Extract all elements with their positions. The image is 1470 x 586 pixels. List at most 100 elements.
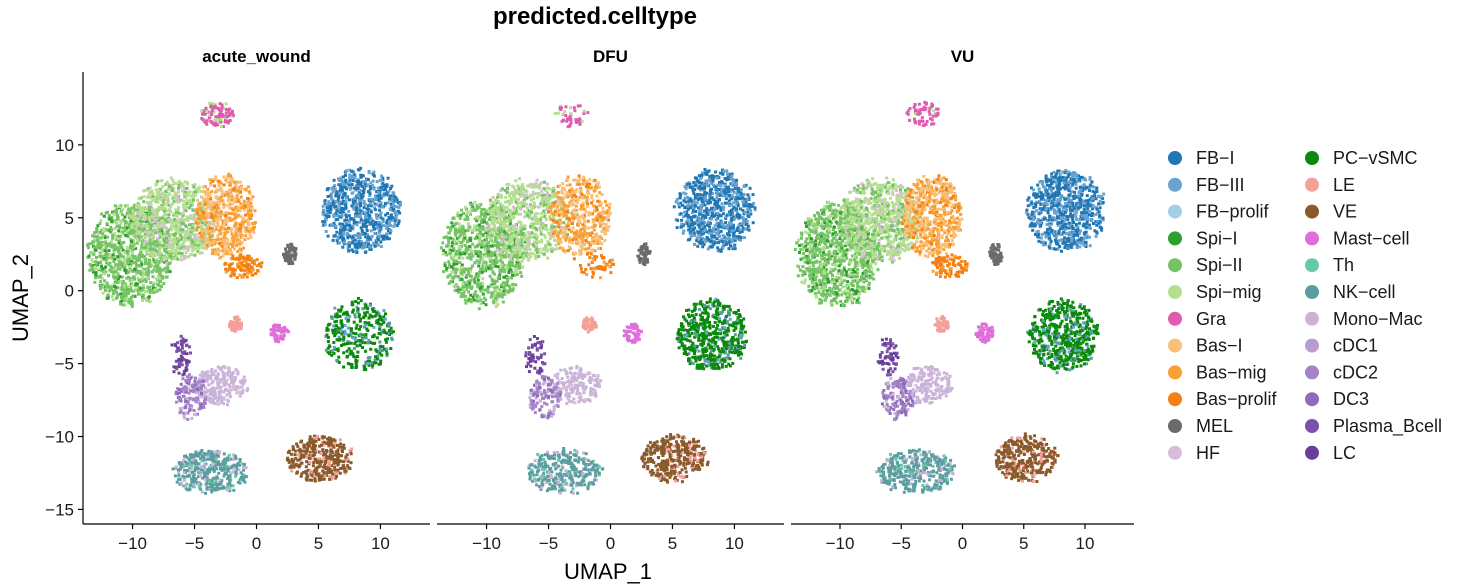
data-point (132, 222, 136, 226)
data-point (347, 184, 351, 188)
data-point (213, 106, 217, 110)
data-point (364, 235, 368, 239)
data-point (230, 202, 234, 206)
data-point (188, 453, 192, 457)
data-point (203, 223, 207, 227)
data-point (140, 225, 144, 228)
data-point (368, 192, 372, 196)
data-point (329, 450, 333, 454)
data-point (214, 456, 218, 460)
data-point (385, 235, 389, 239)
data-point (126, 256, 130, 259)
facet-title: DFU (593, 47, 628, 66)
data-point (177, 470, 181, 474)
data-point (118, 234, 122, 238)
data-point (226, 193, 230, 197)
data-point (209, 389, 213, 393)
data-point (176, 341, 180, 345)
data-point (145, 298, 149, 302)
data-point (377, 220, 381, 224)
data-point (302, 443, 306, 447)
data-point (164, 261, 168, 265)
data-point (332, 475, 336, 479)
data-point (333, 306, 337, 310)
data-point (197, 202, 201, 206)
data-point (192, 193, 195, 197)
data-point (328, 352, 332, 356)
data-point (224, 118, 227, 122)
data-point (221, 373, 225, 377)
data-point (158, 266, 162, 270)
data-point (150, 189, 154, 193)
data-point (230, 272, 234, 276)
data-point (203, 112, 207, 116)
data-point (323, 435, 326, 439)
data-point (359, 317, 363, 321)
data-point (227, 172, 231, 176)
data-point (372, 187, 376, 191)
data-point (349, 330, 353, 334)
data-point (350, 327, 353, 331)
data-point (215, 467, 219, 471)
data-point (226, 247, 230, 251)
data-point (224, 111, 228, 115)
data-point (364, 314, 368, 317)
data-point (190, 244, 194, 248)
data-point (242, 478, 245, 482)
data-point (341, 450, 344, 454)
data-point (353, 207, 356, 211)
data-point (350, 447, 354, 451)
data-point (207, 480, 211, 484)
data-point (136, 256, 140, 260)
data-point (105, 222, 109, 226)
data-point (375, 357, 379, 361)
data-point (255, 258, 259, 262)
data-point (142, 220, 146, 224)
data-point (225, 230, 229, 234)
data-point (388, 221, 392, 224)
data-point (96, 240, 100, 244)
data-point (238, 273, 242, 277)
data-point (277, 329, 281, 333)
data-point (192, 473, 196, 477)
data-point (278, 323, 281, 327)
data-point (171, 467, 175, 471)
data-point (356, 355, 360, 358)
data-point (335, 238, 339, 242)
data-point (372, 170, 376, 174)
data-point (241, 224, 245, 227)
data-point (178, 407, 182, 410)
data-point (229, 471, 233, 475)
data-point (367, 242, 371, 246)
data-point (115, 207, 119, 211)
data-point (386, 193, 390, 197)
data-point (157, 249, 161, 253)
data-point (354, 300, 358, 303)
data-point (335, 329, 339, 333)
data-point (368, 303, 372, 307)
data-point (352, 170, 355, 174)
data-point (106, 210, 109, 214)
data-point (212, 391, 216, 395)
data-point (166, 267, 170, 271)
data-point (145, 207, 149, 211)
data-point (363, 311, 367, 315)
data-point (307, 457, 311, 460)
data-point (161, 216, 165, 219)
data-point (215, 251, 219, 255)
data-point (129, 281, 133, 285)
data-point (342, 446, 346, 450)
data-point (735, 192, 739, 196)
data-point (247, 254, 251, 258)
data-point (231, 212, 235, 216)
data-point (290, 469, 294, 473)
data-point (379, 362, 382, 366)
data-point (137, 253, 141, 257)
data-point (386, 211, 390, 215)
data-point (108, 254, 112, 258)
data-point (122, 284, 126, 288)
data-point (111, 244, 115, 248)
data-point (164, 189, 168, 193)
data-point (197, 475, 200, 479)
data-point (228, 385, 232, 389)
